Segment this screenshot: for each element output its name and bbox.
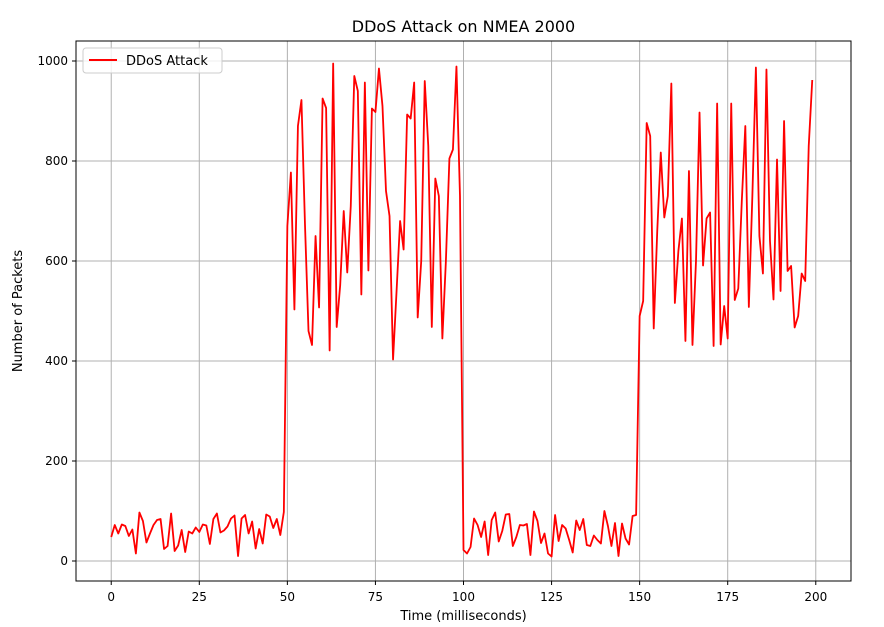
y-tick-label: 400 [45,354,68,368]
series-line-ddos-attack [110,62,814,558]
x-axis-label: Time (milliseconds) [399,609,526,624]
chart-title: DDoS Attack on NMEA 2000 [352,17,575,36]
y-tick-label: 200 [45,454,68,468]
legend-label: DDoS Attack [126,54,208,69]
x-tick-label: 75 [368,590,383,604]
x-tick-label: 125 [540,590,563,604]
x-tick-label: 0 [107,590,115,604]
x-tick-label: 150 [628,590,651,604]
legend-box [82,47,223,74]
y-tick-label: 800 [45,154,68,168]
x-tick-label: 200 [804,590,827,604]
x-tick-label: 100 [452,590,475,604]
legend: DDoS Attack [82,47,223,74]
series-layer [110,62,814,558]
y-tick-label: 1000 [37,54,68,68]
x-tick-label: 175 [716,590,739,604]
y-tick-label: 0 [60,554,68,568]
x-tick-label: 50 [280,590,295,604]
y-axis-label: Number of Packets [11,250,26,373]
y-tick-label: 600 [45,254,68,268]
x-tick-label: 25 [192,590,207,604]
axis-ticks: 0 25 50 75 100 125 150 175 200 0 200 400 600 800 1000 [37,54,827,604]
